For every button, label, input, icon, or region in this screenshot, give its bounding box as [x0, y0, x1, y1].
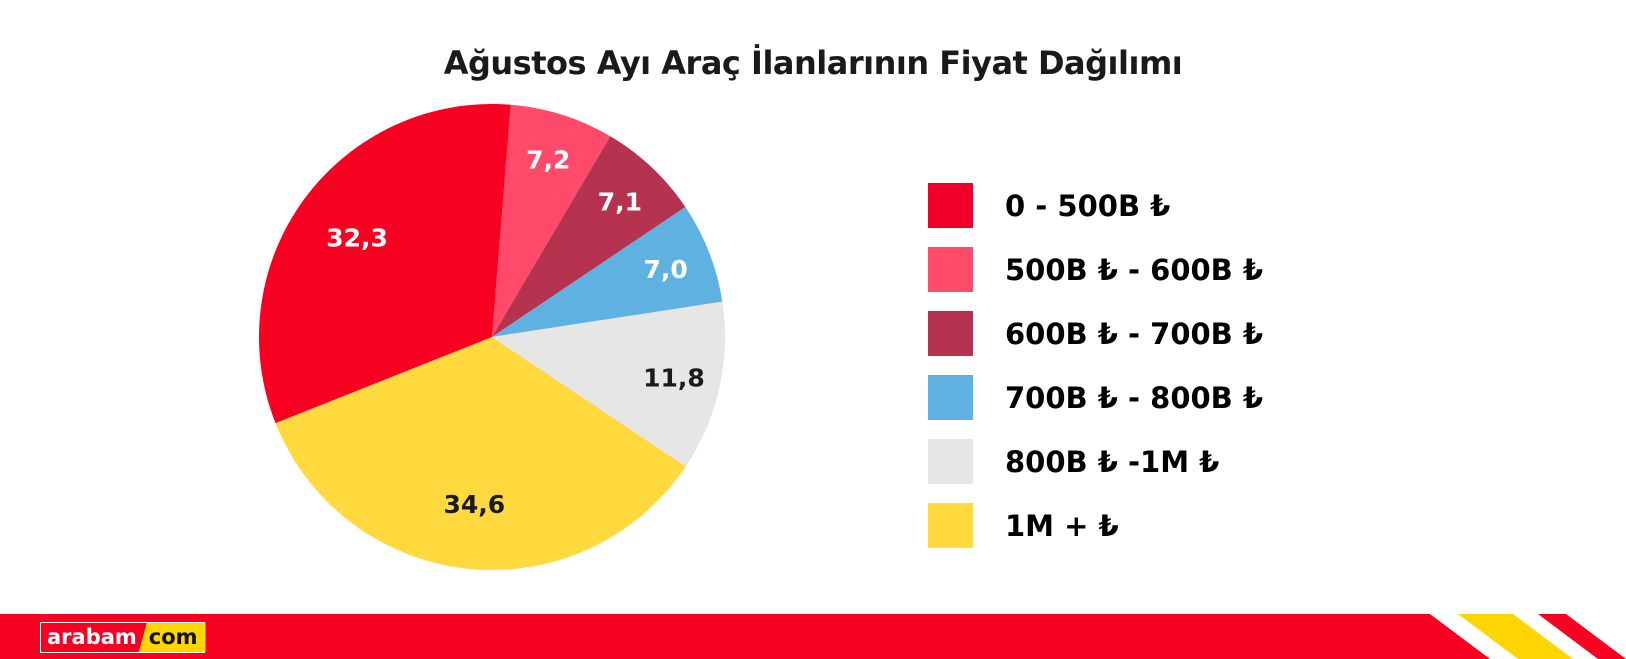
legend-swatch — [928, 375, 973, 420]
arabam-logo[interactable]: arabam com — [40, 622, 206, 653]
data-label: 32,3 — [326, 223, 388, 252]
legend-swatch — [928, 439, 973, 484]
data-label: 7,1 — [598, 187, 642, 216]
legend-label: 500B ₺ - 600B ₺ — [1005, 252, 1264, 287]
legend: 0 - 500B ₺ 500B ₺ - 600B ₺ 600B ₺ - 700B… — [928, 183, 1263, 567]
pie-slice — [492, 301, 725, 467]
data-label: 11,8 — [643, 363, 705, 392]
legend-label: 600B ₺ - 700B ₺ — [1005, 316, 1264, 351]
legend-item: 500B ₺ - 600B ₺ — [928, 247, 1263, 292]
data-label: 34,6 — [444, 490, 506, 519]
footer-yellow-stripe — [1458, 614, 1573, 659]
logo-text-com: com — [138, 623, 206, 652]
legend-item: 800B ₺ -1M ₺ — [928, 439, 1263, 484]
legend-swatch — [928, 183, 973, 228]
pie-chart: 7,2 7,1 7,0 11,8 34,6 32,3 — [259, 103, 725, 570]
pie-slice — [492, 206, 723, 337]
legend-label: 0 - 500B ₺ — [1005, 188, 1171, 223]
legend-swatch — [928, 311, 973, 356]
legend-swatch — [928, 247, 973, 292]
legend-swatch — [928, 503, 973, 548]
logo-text-arabam: arabam — [41, 623, 143, 652]
legend-label: 1M + ₺ — [1005, 508, 1119, 543]
pie-slice — [492, 104, 611, 337]
legend-item: 0 - 500B ₺ — [928, 183, 1263, 228]
pie-slice — [259, 103, 511, 424]
data-label: 7,2 — [526, 145, 570, 174]
chart-title: Ağustos Ayı Araç İlanlarının Fiyat Dağıl… — [443, 44, 1183, 82]
legend-item: 600B ₺ - 700B ₺ — [928, 311, 1263, 356]
pie-slice — [492, 136, 686, 337]
legend-label: 700B ₺ - 800B ₺ — [1005, 380, 1264, 415]
footer-red-stripe — [1538, 614, 1626, 659]
legend-item: 1M + ₺ — [928, 503, 1263, 548]
legend-label: 800B ₺ -1M ₺ — [1005, 444, 1220, 479]
legend-item: 700B ₺ - 800B ₺ — [928, 375, 1263, 420]
pie-slice — [275, 337, 686, 570]
footer-red-band — [0, 614, 1490, 659]
footer-band — [0, 614, 1626, 659]
data-label: 7,0 — [643, 255, 687, 284]
